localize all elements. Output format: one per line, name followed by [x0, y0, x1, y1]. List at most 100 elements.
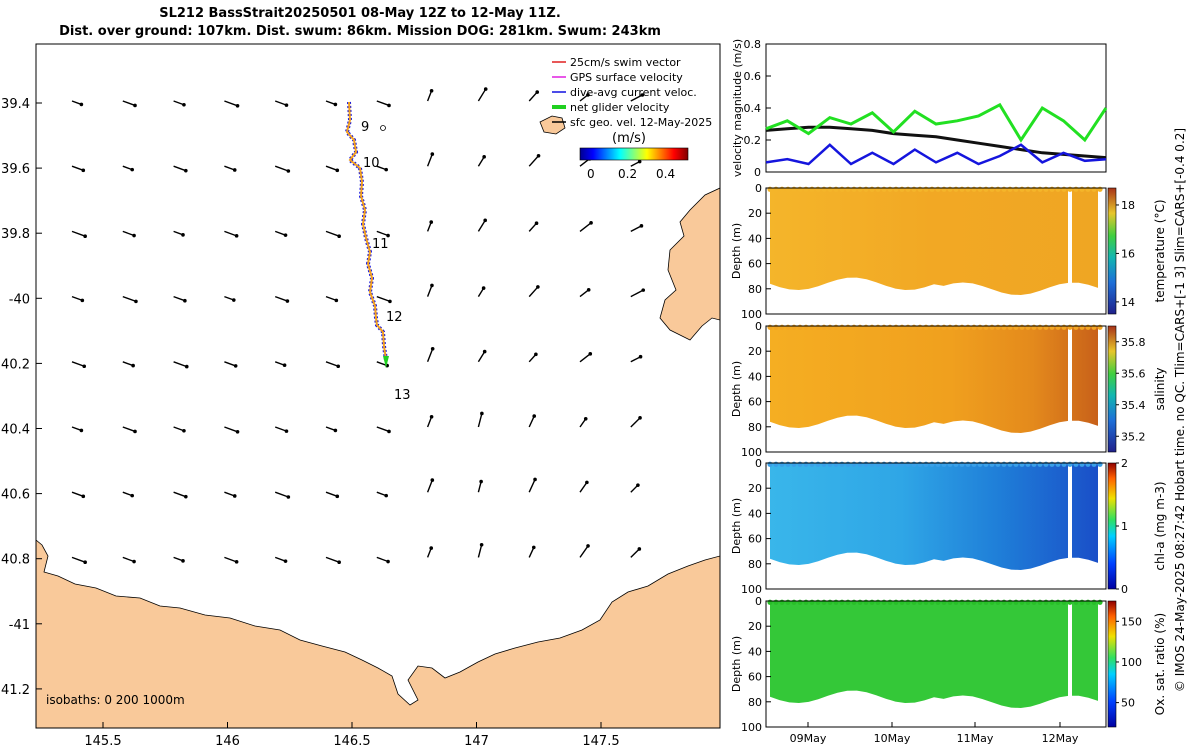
surface-dot [869, 324, 875, 330]
surface-dot [1013, 461, 1019, 467]
colorbar-tick-label: 18 [1121, 199, 1135, 212]
map-ytick-label: 39.4 [1, 97, 30, 112]
surface-dot [1025, 599, 1031, 605]
depth-tick-label: 100 [741, 308, 762, 321]
surface-dot [899, 186, 905, 192]
surface-dot [911, 461, 917, 467]
surface-dot [887, 186, 893, 192]
surface-dot [1043, 186, 1049, 192]
surface-dot [773, 461, 779, 467]
velocity-ytick-label: 0.4 [744, 102, 762, 115]
depth-tick-label: 60 [748, 258, 762, 271]
current-vector-arrow [325, 230, 340, 237]
surface-dot [983, 186, 989, 192]
surface-dot [785, 461, 791, 467]
surface-dot [1073, 324, 1079, 330]
surface-dot [917, 461, 923, 467]
surface-dot [845, 461, 851, 467]
surface-dot [797, 461, 803, 467]
current-vector-arrow [528, 91, 538, 102]
surface-dot [995, 599, 1001, 605]
surface-dot [941, 324, 947, 330]
colorbar-tick-0: 0 [587, 167, 595, 181]
surface-dot [1097, 461, 1103, 467]
surface-dot [1079, 461, 1085, 467]
colorbar-tick-label: 35.4 [1121, 399, 1146, 412]
depth-tick-label: 80 [748, 558, 762, 571]
surface-dot [983, 599, 989, 605]
current-vector-arrow [630, 417, 641, 428]
map-xtick-label: 146 [215, 734, 240, 749]
current-vector-arrow [630, 94, 643, 102]
current-vector-arrow [579, 222, 592, 232]
current-vector-arrow [71, 165, 84, 171]
surface-dot [1055, 186, 1061, 192]
surface-dot [953, 186, 959, 192]
surface-dot [809, 461, 815, 467]
day-label-13: 13 [394, 388, 411, 403]
surface-dot [935, 461, 941, 467]
section-field [770, 188, 1098, 295]
surface-dot [1091, 324, 1097, 330]
surface-dot [875, 599, 881, 605]
current-vector-arrow [274, 165, 289, 172]
surface-dot [1007, 461, 1013, 467]
surface-dot [1055, 461, 1061, 467]
depth-tick-label: 20 [748, 620, 762, 633]
depth-tick-label: 100 [741, 721, 762, 734]
surface-dot [797, 599, 803, 605]
current-vector-arrow [274, 230, 286, 236]
surface-dot [1013, 186, 1019, 192]
surface-dot [887, 324, 893, 330]
surface-dot [797, 324, 803, 330]
current-vector-arrow [71, 230, 86, 237]
surface-dot [881, 186, 887, 192]
surface-dot [857, 186, 863, 192]
surface-dot [1079, 599, 1085, 605]
surface-dot [959, 324, 965, 330]
surface-dot [983, 324, 989, 330]
surface-dot [1061, 461, 1067, 467]
depth-tick-label: 80 [748, 696, 762, 709]
current-vector-arrow [579, 353, 591, 363]
current-vector-arrow [173, 491, 187, 498]
surface-dot [977, 599, 983, 605]
current-vector-arrow [173, 100, 185, 106]
surface-dot [965, 461, 971, 467]
current-vector-arrow [173, 295, 186, 302]
colorbar-tick-label: 50 [1121, 697, 1135, 710]
surface-dot [779, 599, 785, 605]
surface-dot [1013, 599, 1019, 605]
surface-dot [959, 461, 965, 467]
day-label-10: 10 [363, 156, 380, 171]
surface-dot [1007, 186, 1013, 192]
surface-dot [1061, 186, 1067, 192]
current-vector-arrow [477, 413, 483, 428]
surface-dot [905, 324, 911, 330]
surface-dot [767, 461, 773, 467]
colorbar [1107, 187, 1117, 315]
surface-dot [953, 599, 959, 605]
surface-dot [809, 324, 815, 330]
current-vector-arrow [122, 426, 136, 433]
surface-dot [857, 324, 863, 330]
surface-dot [947, 599, 953, 605]
depth-tick-label: 20 [748, 207, 762, 220]
surface-dot [815, 461, 821, 467]
colorbar [1107, 600, 1117, 728]
depth-tick-label: 60 [748, 671, 762, 684]
surface-dot [869, 186, 875, 192]
surface-dot [965, 324, 971, 330]
current-vector-arrow [477, 219, 486, 232]
footer-credit: © IMOS 24-May-2025 08:27:42 Hobart time.… [1173, 128, 1187, 692]
map-ytick-label: 39.8 [1, 227, 30, 242]
surface-dot [953, 461, 959, 467]
current-vector-arrow [325, 295, 337, 302]
colorbar-tick-label: 16 [1121, 247, 1135, 260]
surface-dot [893, 324, 899, 330]
surface-dot [845, 599, 851, 605]
depth-tick-label: 40 [748, 645, 762, 658]
surface-dot [935, 324, 941, 330]
current-vector-arrow [224, 230, 237, 237]
surface-dot [947, 461, 953, 467]
